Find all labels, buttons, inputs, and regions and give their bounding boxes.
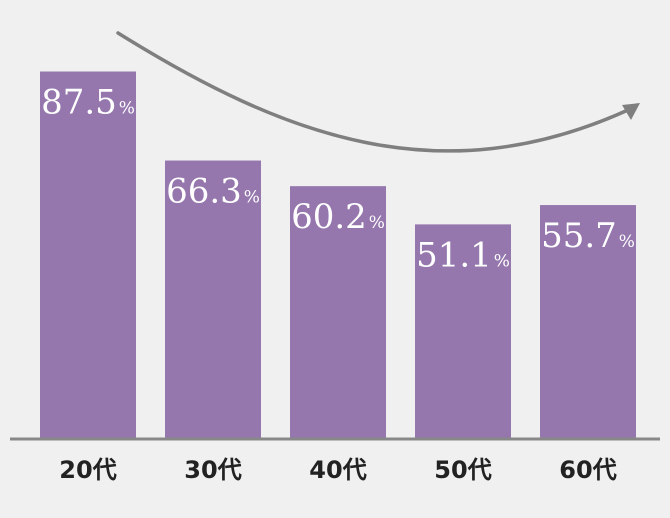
trend-arrow-head-icon	[622, 103, 640, 120]
value-label-1: 87.5%	[41, 83, 135, 123]
bar-3	[290, 186, 386, 439]
category-label-5: 60代	[559, 456, 616, 484]
bar-5	[540, 205, 636, 439]
bar-4	[415, 224, 511, 439]
value-label-3: 60.2%	[291, 197, 385, 237]
value-label-5: 55.7%	[541, 216, 635, 256]
value-label-4: 51.1%	[416, 235, 510, 275]
category-label-3: 40代	[309, 456, 366, 484]
category-labels-group: 20代 30代 40代 50代 60代	[59, 456, 616, 484]
trend-arrow	[116, 31, 630, 153]
bars-group	[40, 71, 636, 440]
bar-2	[165, 160, 261, 440]
category-label-4: 50代	[434, 456, 491, 484]
category-label-2: 30代	[184, 456, 241, 484]
value-labels-group: 87.5 % 66.3% 60.2 % 51.1 % 55.7%	[41, 83, 635, 276]
category-label-1: 20代	[59, 456, 116, 484]
bar-1	[40, 71, 136, 439]
value-label-2: 66.3%	[166, 172, 260, 212]
